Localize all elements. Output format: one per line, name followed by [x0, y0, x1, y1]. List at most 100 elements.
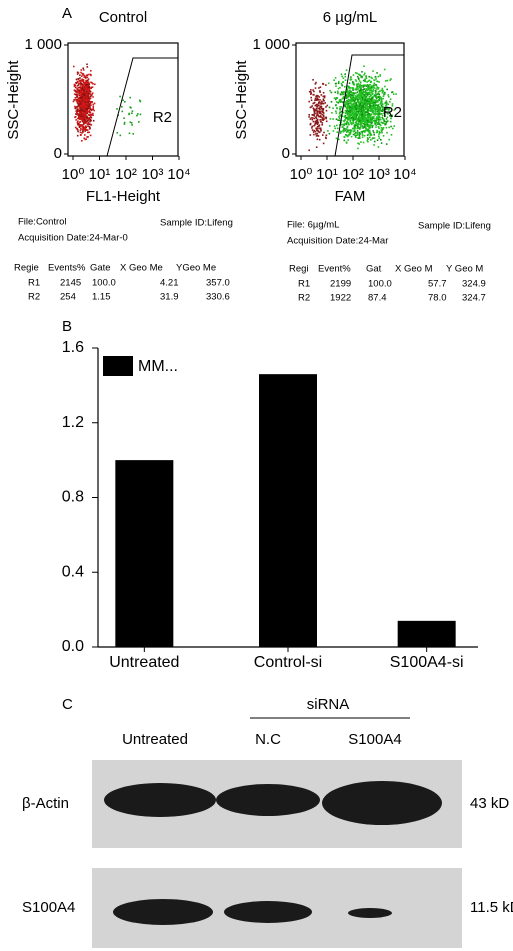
table-cell: 100.0	[368, 279, 392, 290]
event-dot	[362, 89, 364, 91]
event-dot	[75, 106, 77, 108]
event-dot	[319, 91, 321, 93]
event-dot	[340, 93, 342, 95]
event-dot	[79, 87, 81, 89]
event-dot	[346, 117, 348, 119]
event-dot	[378, 126, 380, 128]
event-dot	[310, 124, 312, 126]
size-label: 43 kD	[470, 795, 509, 812]
event-dot	[319, 119, 321, 121]
event-dot	[364, 126, 366, 128]
event-dot	[76, 109, 78, 111]
event-dot	[319, 109, 321, 111]
event-dot	[82, 73, 84, 75]
event-dot	[318, 104, 320, 106]
event-dot	[341, 76, 343, 78]
event-dot	[87, 95, 89, 97]
event-dot	[353, 87, 355, 89]
event-dot	[363, 96, 365, 98]
event-dot	[335, 104, 337, 106]
table-cell: 324.7	[462, 293, 486, 304]
event-dot	[374, 141, 376, 143]
event-dot	[369, 137, 371, 139]
event-dot	[358, 122, 360, 124]
table-cell: 324.9	[462, 279, 486, 290]
event-dot	[83, 80, 85, 82]
event-dot	[373, 110, 375, 112]
event-dot	[370, 115, 372, 117]
event-dot	[90, 101, 92, 103]
x-tick-label: 10³	[142, 166, 164, 183]
event-dot	[322, 117, 324, 119]
event-dot	[346, 141, 348, 143]
y-tick-label: 0.4	[62, 563, 84, 580]
event-dot	[316, 128, 318, 130]
x-tick-label: 10¹	[316, 166, 338, 183]
event-dot	[378, 121, 380, 123]
event-dot	[338, 102, 340, 104]
event-dot	[315, 110, 317, 112]
x-tick-label: 10⁴	[393, 166, 416, 183]
event-dot	[351, 111, 353, 113]
event-dot	[349, 105, 351, 107]
event-dot	[379, 131, 381, 133]
event-dot	[386, 89, 388, 91]
event-dot	[356, 104, 358, 106]
event-dot	[346, 111, 348, 113]
event-dot	[130, 121, 132, 123]
event-dot	[322, 114, 324, 116]
bar	[398, 621, 456, 647]
event-dot	[353, 119, 355, 121]
event-dot	[317, 99, 319, 101]
event-dot	[350, 94, 352, 96]
x-tick-label: 10⁰	[290, 166, 313, 183]
event-dot	[371, 134, 373, 136]
event-dot	[311, 127, 313, 129]
event-dot	[377, 111, 379, 113]
event-dot	[377, 108, 379, 110]
event-dot	[334, 92, 336, 94]
event-dot	[345, 113, 347, 115]
event-dot	[84, 95, 86, 97]
event-dot	[89, 126, 91, 128]
x-tick-label: 10¹	[89, 166, 111, 183]
event-dot	[377, 106, 379, 108]
event-dot	[90, 115, 92, 117]
event-dot	[373, 84, 375, 86]
event-dot	[329, 107, 331, 109]
event-dot	[74, 117, 76, 119]
event-dot	[348, 117, 350, 119]
event-dot	[79, 77, 81, 79]
event-dot	[361, 76, 363, 78]
date-info: Acquisition Date:24-Mar-0	[18, 233, 128, 244]
table-cell: 1922	[330, 293, 351, 304]
event-dot	[314, 124, 316, 126]
event-dot	[75, 127, 77, 129]
event-dot	[376, 94, 378, 96]
event-dot	[355, 92, 357, 94]
event-dot	[351, 117, 353, 119]
event-dot	[80, 80, 82, 82]
table-cell: 1.15	[92, 292, 111, 303]
event-dot	[325, 84, 327, 86]
event-dot	[124, 122, 126, 124]
event-dot	[393, 125, 395, 127]
event-dot	[124, 123, 126, 125]
event-dot	[378, 127, 380, 129]
event-dot	[340, 132, 342, 134]
event-dot	[343, 91, 345, 93]
event-dot	[82, 105, 84, 107]
event-dot	[318, 135, 320, 137]
event-dot	[386, 143, 388, 145]
event-dot	[82, 129, 84, 131]
event-dot	[319, 113, 321, 115]
event-dot	[383, 122, 385, 124]
event-dot	[355, 136, 357, 138]
event-dot	[380, 119, 382, 121]
event-dot	[316, 146, 318, 148]
event-dot	[329, 125, 331, 127]
event-dot	[372, 91, 374, 93]
event-dot	[116, 108, 118, 110]
event-dot	[388, 127, 390, 129]
event-dot	[131, 122, 133, 124]
